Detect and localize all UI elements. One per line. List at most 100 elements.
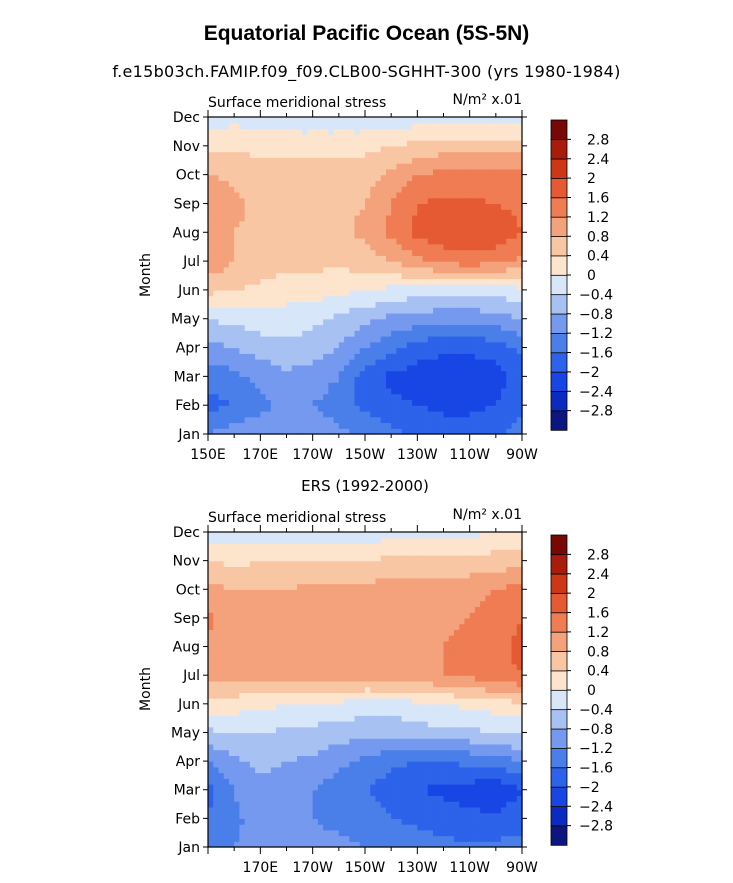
panel-2-contour-plot: Surface meridional stress N/m² x.01 Mont… [138,507,538,876]
contour-cell [218,145,225,153]
contour-cell [307,370,314,377]
contour-cell [218,238,225,245]
contour-cell [433,157,439,164]
contour-cell [228,307,235,314]
contour-cell [244,801,251,808]
contour-cell [501,255,507,262]
contour-cell [396,197,403,205]
contour-cell [443,197,450,205]
contour-cell [511,841,518,848]
contour-cell [422,835,429,842]
contour-cell [365,261,371,268]
contour-cell [307,122,314,130]
contour-cell [433,312,439,320]
contour-cell [359,191,366,199]
contour-cell [370,749,377,756]
contour-cell [239,387,246,395]
contour-cell [344,755,350,762]
contour-cell [302,174,309,181]
contour-cell [422,726,429,734]
contour-cell [464,399,471,406]
contour-cell [317,157,324,164]
contour-cell [344,824,350,831]
contour-cell [464,197,471,205]
contour-cell [417,801,424,808]
contour-cell [412,824,418,831]
contour-cell [323,128,329,135]
contour-cell [286,824,293,831]
contour-cell [228,295,235,303]
contour-cell [349,772,356,779]
contour-cell [480,128,486,135]
contour-cell [354,732,361,739]
contour-cell [501,336,507,343]
contour-cell [370,359,377,366]
contour-cell [333,399,340,406]
contour-cell [265,186,272,193]
contour-cell [234,829,240,837]
contour-cell [412,243,418,251]
contour-cell [228,841,235,848]
contour-cell [485,174,492,181]
contour-cell [323,261,329,268]
contour-cell [270,789,277,797]
contour-cell [417,284,424,291]
contour-cell [260,399,267,406]
contour-cell [270,428,277,435]
contour-cell [344,243,350,251]
contour-cell [281,163,288,170]
contour-cell [511,249,518,256]
contour-cell [286,698,293,705]
contour-cell [354,789,361,797]
contour-cell [255,186,261,193]
contour-cell [255,163,261,170]
contour-cell [506,163,513,170]
contour-cell [234,801,240,808]
contour-cell [307,766,314,774]
contour-cell [296,197,303,205]
contour-cell [443,232,450,239]
contour-cell [406,284,413,291]
contour-cell [239,238,246,245]
contour-cell [286,382,293,389]
contour-cell [401,140,408,147]
contour-cell [317,122,324,130]
contour-cell [433,272,439,279]
contour-cell [516,220,523,228]
contour-cell [307,243,314,251]
contour-cell [501,784,507,791]
contour-cell [448,249,455,256]
contour-cell [490,312,497,320]
contour-cell [328,341,335,349]
contour-cell [370,755,377,762]
contour-cell [365,145,371,153]
contour-cell [249,284,256,291]
contour-cell [354,812,361,819]
contour-cell [501,318,507,326]
contour-cell [281,197,288,205]
contour-cell [296,232,303,239]
contour-cell [276,295,282,303]
contour-cell [359,122,366,130]
contour-cell [234,140,240,147]
contour-cell [490,743,497,751]
contour-cell [412,336,418,343]
contour-cell [307,812,314,819]
contour-cell [396,174,403,181]
contour-cell [391,721,397,728]
contour-cell [302,376,309,383]
contour-cell [459,197,466,205]
contour-cell [239,784,246,791]
contour-cell [401,151,408,158]
contour-cell [469,382,476,389]
contour-cell [276,726,282,734]
contour-cell [385,393,392,401]
contour-cell [490,347,497,354]
panel-2-variable-label: Surface meridional stress [208,510,386,526]
contour-cell [354,191,361,199]
contour-cell [344,761,350,768]
contour-cell [208,766,214,774]
contour-cell [474,145,481,153]
contour-cell [501,835,507,842]
contour-cell [296,307,303,314]
